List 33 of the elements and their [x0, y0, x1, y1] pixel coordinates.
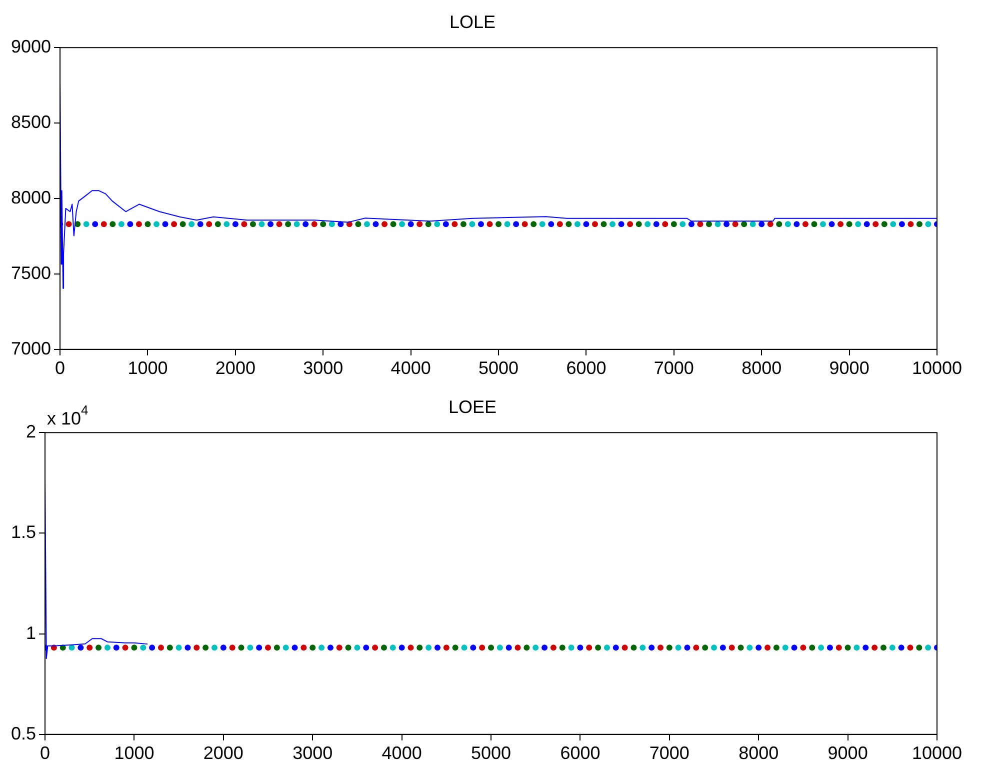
y-tick-label: 1 [26, 622, 36, 643]
x-tick-label: 1000 [128, 358, 168, 378]
x-tick-label: 6000 [566, 358, 606, 378]
x-tick-label: 4000 [382, 743, 422, 764]
x-tick-label: 2000 [203, 743, 244, 764]
x-tick-label: 8000 [742, 358, 782, 378]
x-tick-label: 5000 [470, 743, 512, 764]
x-tick-label: 7000 [649, 743, 690, 764]
chart-title: LOLE [449, 12, 496, 32]
y-tick-label: 8500 [10, 112, 52, 132]
y-tick-label: 2 [26, 422, 36, 442]
y-tick-label: 1.5 [10, 522, 36, 542]
y-tick-label: 8000 [10, 187, 52, 208]
x-tick-label: 9000 [828, 743, 868, 764]
x-tick-label: 2000 [215, 358, 256, 378]
x-tick-label: 7000 [654, 358, 694, 378]
x-tick-label: 4000 [390, 358, 431, 378]
x-tick-label: 0 [40, 743, 50, 764]
x-tick-label: 8000 [738, 743, 779, 764]
chart-title: LOEE [448, 396, 497, 417]
x-tick-label: 6000 [560, 743, 600, 764]
x-tick-label: 10000 [912, 358, 962, 378]
x-tick-label: 5000 [478, 358, 519, 378]
x-tick-label: 9000 [829, 358, 870, 378]
y-tick-label: 0.5 [10, 723, 36, 744]
x-tick-label: 10000 [912, 743, 962, 764]
y-tick-label: 7500 [10, 262, 52, 283]
x-tick-label: 3000 [292, 743, 333, 764]
y-tick-label: 7000 [10, 338, 52, 358]
x-tick-label: 3000 [303, 358, 344, 378]
x-tick-label: 1000 [114, 743, 154, 764]
x-tick-label: 0 [55, 358, 66, 378]
y-tick-label: 9000 [10, 36, 52, 57]
